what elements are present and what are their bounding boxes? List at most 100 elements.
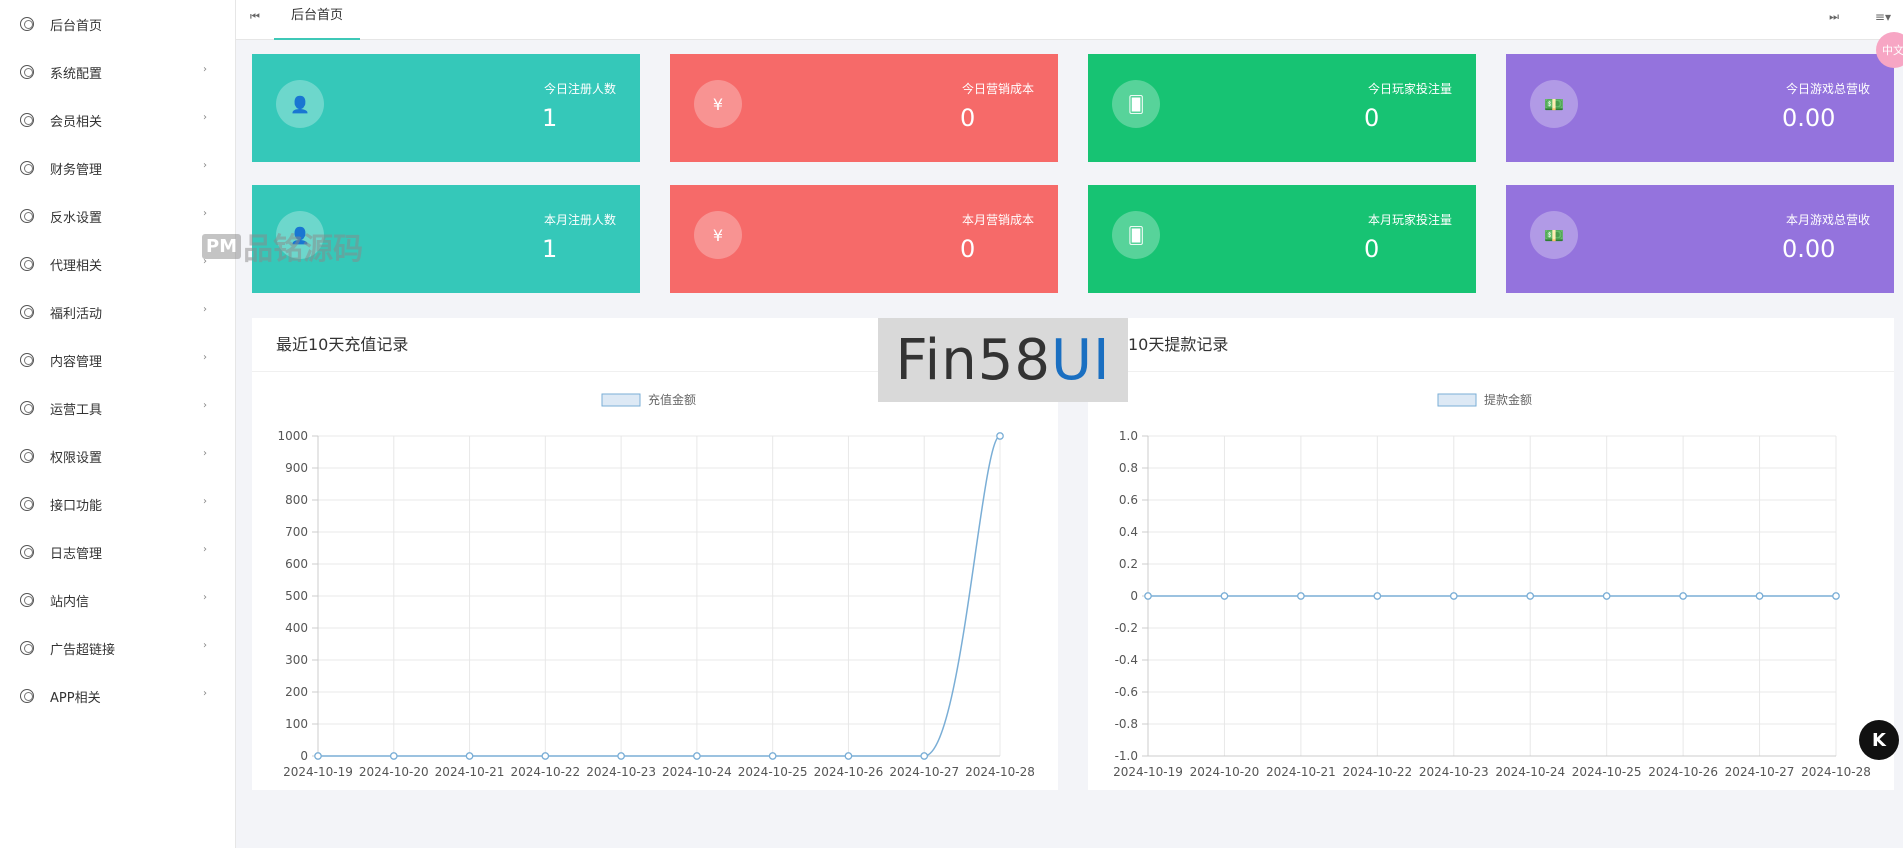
sidebar-item-label: 内容管理: [50, 354, 103, 370]
sidebar-item-label: APP相关: [50, 690, 101, 706]
sidebar-item-0[interactable]: 后台首页: [0, 0, 235, 48]
legend-swatch: [601, 393, 641, 407]
y-tick-label: -1.0: [1115, 749, 1138, 763]
card-title: 今日游戏总营收: [1785, 82, 1870, 96]
x-tick-label: 2024-10-24: [1495, 765, 1565, 779]
y-tick-label: 400: [285, 621, 308, 635]
data-point: [996, 432, 1004, 440]
menu-ring-icon: [20, 305, 34, 319]
sidebar-item-9[interactable]: 权限设置 ›: [0, 432, 235, 480]
floating-k-button[interactable]: K: [1859, 720, 1899, 760]
data-point: [1373, 592, 1382, 600]
data-point: [314, 752, 322, 760]
data-point: [1602, 592, 1611, 600]
panel-title: 近10天提款记录: [1088, 318, 1894, 372]
pm-logo: PM: [202, 233, 242, 259]
card-month-register: 👤 本月注册人数 1: [252, 185, 640, 293]
y-tick-label: -0.4: [1115, 653, 1138, 667]
x-tick-label: 2024-10-19: [283, 765, 353, 779]
chevron-right-icon: ›: [203, 160, 207, 171]
y-tick-label: 100: [285, 717, 308, 731]
sidebar-nav: 后台首页 系统配置 › 会员相关 › 财务管理 › 反水设置 › 代理相关 › 福利活动 › 内容管理 › 运…: [0, 0, 235, 720]
language-toggle[interactable]: 中文: [1876, 32, 1903, 68]
sidebar-item-12[interactable]: 站内信 ›: [0, 576, 235, 624]
card-title: 今日玩家投注量: [1367, 82, 1452, 96]
sidebar-item-4[interactable]: 反水设置 ›: [0, 192, 235, 240]
yen-icon: ¥: [694, 80, 742, 128]
tab-home[interactable]: 后台首页: [274, 0, 360, 40]
sidebar-item-label: 福利活动: [50, 306, 103, 322]
sidebar-item-label: 会员相关: [50, 114, 103, 130]
card-value: 0: [1364, 235, 1380, 263]
chevron-right-icon: ›: [203, 592, 207, 603]
card-title: 本月营销成本: [961, 213, 1034, 227]
y-tick-label: 300: [285, 653, 308, 667]
scroll-left-icon[interactable]: ⏮: [250, 10, 260, 23]
menu-ring-icon: [20, 17, 34, 31]
sidebar-item-3[interactable]: 财务管理 ›: [0, 144, 235, 192]
data-point: [617, 752, 625, 760]
y-tick-label: -0.6: [1115, 685, 1138, 699]
x-tick-label: 2024-10-20: [359, 765, 429, 779]
x-tick-label: 2024-10-25: [738, 765, 808, 779]
y-tick-label: -0.2: [1115, 621, 1138, 635]
watermark-text: Fin58: [895, 327, 1051, 393]
x-tick-label: 2024-10-23: [586, 765, 656, 779]
legend-label: 提款金额: [1484, 392, 1532, 407]
card-month-revenue: 💵 本月游戏总营收 0.00: [1506, 185, 1894, 293]
x-tick-label: 2024-10-21: [435, 765, 505, 779]
sidebar-item-11[interactable]: 日志管理 ›: [0, 528, 235, 576]
y-tick-label: 1.0: [1119, 429, 1138, 443]
withdraw-panel: 近10天提款记录 提款金额 -1.0 -0.8 -0.6 -0.4 -0.2 0 0.2 0.4…: [1088, 318, 1894, 790]
sidebar-item-label: 日志管理: [50, 546, 103, 562]
card-value: 0: [1364, 104, 1380, 132]
y-tick-label: 0.2: [1119, 557, 1138, 571]
sidebar-item-2[interactable]: 会员相关 ›: [0, 96, 235, 144]
panel-title: 最近10天充值记录: [252, 318, 1058, 372]
menu-ring-icon: [20, 401, 34, 415]
sidebar-item-13[interactable]: 广告超链接 ›: [0, 624, 235, 672]
data-point: [1679, 592, 1687, 600]
chevron-right-icon: ›: [203, 256, 207, 267]
menu-ring-icon: [20, 593, 34, 607]
x-tick-label: 2024-10-22: [510, 765, 580, 779]
sidebar-item-5[interactable]: 代理相关 ›: [0, 240, 235, 288]
card-value: 0.00: [1782, 104, 1836, 132]
data-point: [389, 752, 398, 760]
sidebar-item-14[interactable]: APP相关 ›: [0, 672, 235, 720]
sidebar-item-6[interactable]: 福利活动 ›: [0, 288, 235, 336]
sidebar-item-label: 反水设置: [50, 210, 103, 226]
sidebar-item-label: 运营工具: [50, 402, 103, 418]
sidebar-item-label: 权限设置: [50, 450, 103, 466]
money-icon: 💵: [1530, 80, 1578, 128]
data-point: [1449, 592, 1458, 600]
card-today-bet: 🂠 今日玩家投注量 0: [1088, 54, 1476, 162]
tab-bar: ⏮ 后台首页 ⏭ ≡▾: [236, 0, 1903, 40]
data-point: [1297, 592, 1305, 600]
menu-ring-icon: [20, 497, 34, 511]
y-tick-label: 600: [285, 557, 308, 571]
y-tick-label: -0.8: [1115, 717, 1138, 731]
x-tick-label: 2024-10-19: [1113, 765, 1183, 779]
sidebar-item-label: 系统配置: [50, 66, 103, 82]
y-tick-label: 500: [285, 589, 308, 603]
x-tick-label: 2024-10-26: [1648, 765, 1718, 779]
sidebar-item-8[interactable]: 运营工具 ›: [0, 384, 235, 432]
sidebar-item-7[interactable]: 内容管理 ›: [0, 336, 235, 384]
money-icon: 💵: [1530, 211, 1578, 259]
tab-menu-icon[interactable]: ≡▾: [1874, 10, 1891, 24]
x-tick-label: 2024-10-20: [1190, 765, 1260, 779]
x-tick-label: 2024-10-28: [1801, 765, 1871, 779]
menu-ring-icon: [20, 209, 34, 223]
sidebar-item-1[interactable]: 系统配置 ›: [0, 48, 235, 96]
card-title: 本月注册人数: [543, 213, 616, 227]
sidebar-item-10[interactable]: 接口功能 ›: [0, 480, 235, 528]
y-tick-label: 0.4: [1119, 525, 1138, 539]
cards-icon: 🂠: [1112, 80, 1160, 128]
legend-swatch: [1437, 393, 1477, 407]
card-title: 本月游戏总营收: [1785, 213, 1870, 227]
scroll-right-icon[interactable]: ⏭: [1829, 10, 1839, 23]
y-tick-label: 0.6: [1119, 493, 1138, 507]
menu-ring-icon: [20, 113, 34, 127]
y-tick-label: 0.8: [1119, 461, 1138, 475]
